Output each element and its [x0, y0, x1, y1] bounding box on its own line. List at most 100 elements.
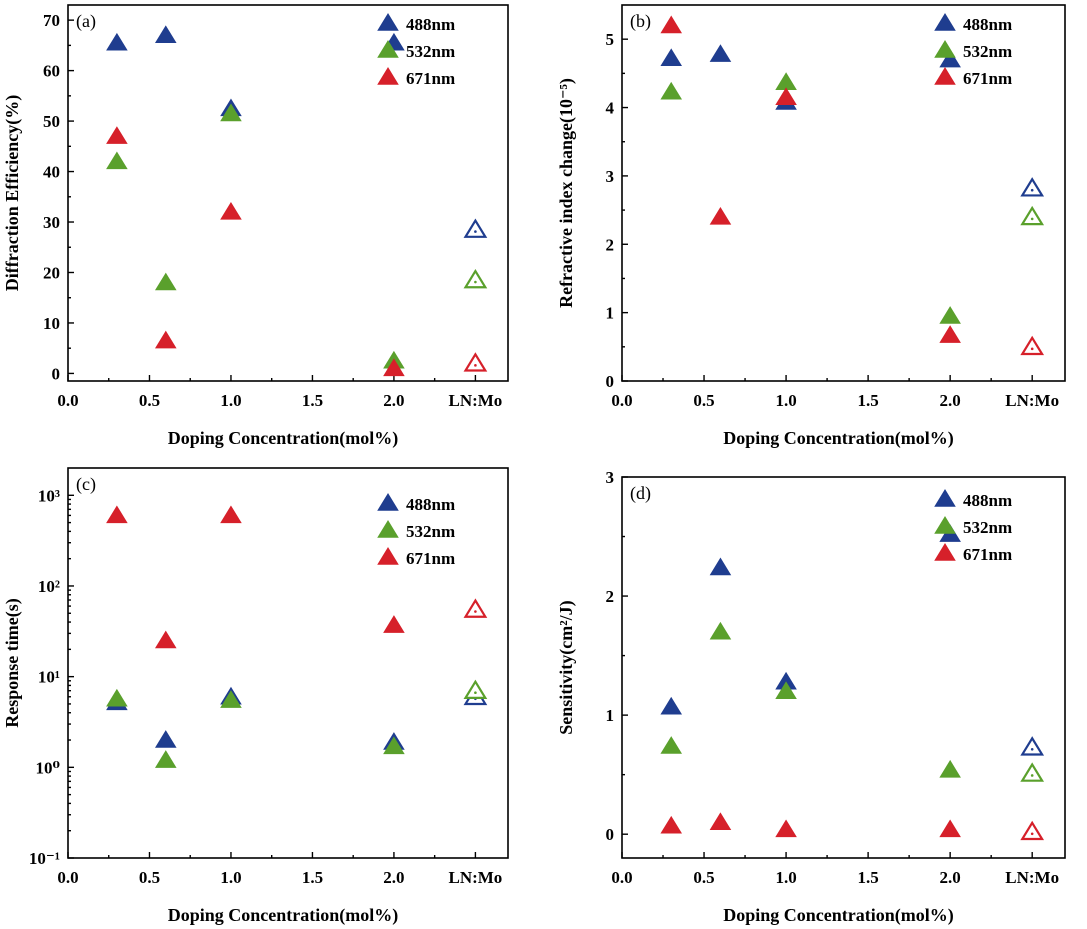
legend-label-671nm: 671nm [963, 69, 1012, 88]
y-tick-label: 10⁻¹ [29, 849, 60, 868]
legend-marker-488nm [377, 13, 399, 31]
data-point-532nm [106, 151, 128, 170]
plot-frame [67, 467, 509, 859]
legend-marker-671nm [934, 67, 956, 85]
plot-frame [621, 4, 1066, 382]
data-point-488nm [709, 44, 732, 62]
y-tick-label: 5 [606, 30, 615, 49]
data-point-532nm [660, 736, 683, 754]
y-tick-label: 3 [606, 167, 615, 186]
y-axis-label: Sensitivity(cm²/J) [556, 600, 577, 734]
data-point-671nm-dot [1030, 347, 1034, 351]
x-tick-label: 0.0 [57, 868, 78, 887]
data-point-671nm [709, 812, 732, 830]
data-point-532nm [463, 268, 488, 289]
data-point-671nm [1020, 335, 1045, 356]
data-point-488nm [154, 730, 177, 748]
data-point-671nm [775, 87, 797, 105]
data-point-532nm [939, 759, 961, 778]
y-tick-label: 20 [43, 263, 60, 282]
data-point-671nm [220, 201, 242, 220]
y-axis-label: Diffraction Efficiency(%) [2, 95, 23, 291]
x-tick-label: 0.0 [611, 868, 632, 887]
data-point-488nm-dot [1030, 188, 1034, 192]
data-point-532nm-dot [1030, 217, 1034, 221]
legend-marker-532nm [934, 516, 956, 534]
y-tick-label: 3 [606, 468, 615, 487]
y-tick-label: 0 [52, 364, 61, 383]
data-point-671nm [220, 505, 242, 524]
legend-marker-488nm [934, 13, 956, 31]
legend-label-671nm: 671nm [406, 549, 455, 568]
x-tick-label: LN:Mo [1005, 868, 1059, 887]
legend-label-488nm: 488nm [406, 15, 455, 34]
y-tick-label: 10¹ [38, 668, 60, 687]
data-point-671nm [463, 352, 488, 372]
x-tick-label: 2.0 [383, 868, 404, 887]
y-axis-label: Refractive index change(10⁻⁵) [556, 78, 577, 308]
legend-label-488nm: 488nm [406, 495, 455, 514]
x-tick-label: 0.0 [611, 391, 632, 410]
panel-label: (d) [630, 483, 651, 504]
data-point-671nm [154, 330, 177, 349]
data-point-671nm [709, 206, 732, 225]
panel-b: 0.0 0.5 1.0 1.5 2.0 LN:Mo 0 1 2 3 4 5 Doping Concent… [556, 4, 1066, 449]
panel-label: (a) [76, 11, 96, 32]
data-point-532nm-dot [474, 280, 477, 284]
data-point-532nm [1020, 205, 1045, 226]
y-tick-label: 1 [606, 304, 615, 323]
legend-label-532nm: 532nm [406, 42, 455, 61]
panel-label: (c) [76, 474, 96, 495]
x-tick-label: 1.0 [220, 391, 241, 410]
data-point-532nm [939, 306, 961, 324]
legend-marker-488nm [934, 489, 956, 507]
y-tick-label: 10 [43, 314, 60, 333]
data-point-488nm [1020, 736, 1045, 756]
data-point-671nm [154, 630, 177, 649]
data-point-532nm [154, 272, 177, 291]
data-point-488nm [106, 32, 128, 51]
y-tick-label: 40 [43, 163, 60, 182]
data-point-671nm [106, 505, 128, 524]
x-tick-label: LN:Mo [448, 391, 502, 410]
x-tick-label: 0.5 [139, 868, 160, 887]
data-point-532nm [660, 81, 683, 100]
y-axis-label: Response time(s) [2, 598, 23, 727]
legend-label-532nm: 532nm [406, 522, 455, 541]
panel-a: 0.0 0.5 1.0 1.5 2.0 LN:Mo 0 10 20 30 40 50 60 70 Dopin… [2, 4, 509, 449]
legend-label-532nm: 532nm [963, 518, 1012, 537]
x-tick-label: 1.5 [302, 868, 323, 887]
data-point-671nm [383, 358, 405, 377]
x-axis-label: Doping Concentration(mol%) [723, 428, 954, 449]
data-point-671nm-dot [474, 364, 477, 367]
y-tick-label: 2 [606, 587, 615, 606]
data-point-671nm [660, 15, 683, 34]
data-point-488nm-dot [474, 230, 477, 233]
y-tick-label: 0 [606, 372, 615, 391]
data-point-532nm [106, 688, 128, 707]
data-point-532nm [154, 750, 177, 768]
data-point-671nm [106, 126, 128, 144]
x-tick-label: 2.0 [940, 868, 961, 887]
data-point-671nm [463, 598, 488, 618]
data-point-671nm [775, 819, 797, 838]
data-point-532nm [463, 679, 488, 699]
x-axis-label: Doping Concentration(mol%) [168, 428, 399, 449]
data-point-488nm [463, 218, 488, 238]
y-tick-label: 10² [38, 577, 60, 596]
y-tick-label: 1 [606, 706, 615, 725]
data-point-671nm [1020, 820, 1045, 841]
data-point-532nm [775, 72, 797, 90]
legend-label-532nm: 532nm [963, 42, 1012, 61]
y-tick-label: 10³ [38, 486, 60, 505]
data-point-532nm [1020, 762, 1045, 782]
data-point-532nm [220, 690, 242, 708]
x-tick-label: 0.5 [139, 391, 160, 410]
legend-marker-532nm [377, 40, 399, 58]
x-tick-label: 0.0 [57, 391, 78, 410]
data-point-671nm [660, 815, 683, 834]
legend-marker-671nm [377, 547, 399, 565]
data-point-488nm [939, 49, 961, 68]
x-tick-label: LN:Mo [1005, 391, 1059, 410]
